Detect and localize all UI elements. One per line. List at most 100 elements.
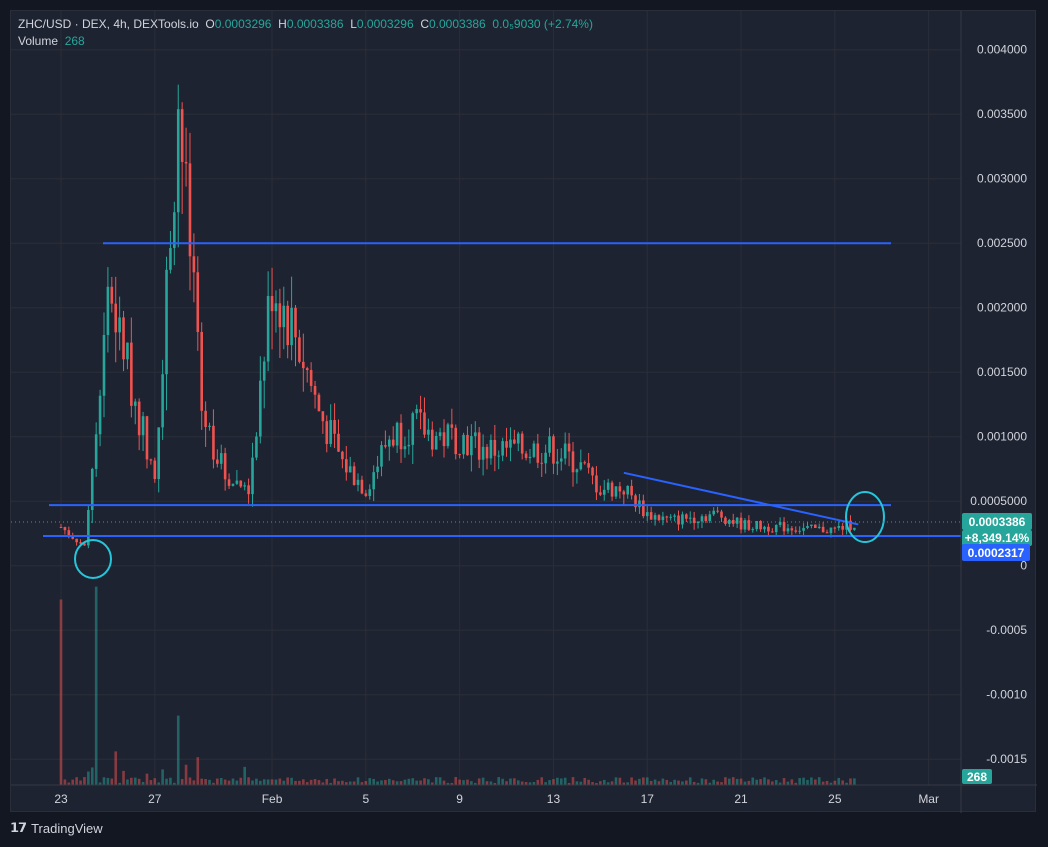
volume-bar <box>282 780 286 785</box>
volume-bar <box>642 777 645 785</box>
volume-bar <box>700 778 704 785</box>
volume-bar <box>751 777 755 785</box>
y-tick-label: 0.001000 <box>977 430 1027 444</box>
candle-body <box>728 520 731 524</box>
candle-body <box>552 436 555 464</box>
close-label: C <box>420 17 429 31</box>
candle-body <box>309 370 313 386</box>
candle-body <box>427 429 430 435</box>
candle-body <box>853 527 856 530</box>
volume-bar <box>778 782 782 785</box>
volume-bar <box>329 782 332 785</box>
volume-bar <box>337 781 340 785</box>
volume-bar <box>798 778 801 785</box>
volume-bar <box>388 778 391 785</box>
y-tick-label: 0.002000 <box>977 301 1027 315</box>
candle-body <box>810 524 813 527</box>
candle-body <box>446 424 450 447</box>
candle-body <box>380 445 383 467</box>
low-value: 0.0003296 <box>356 17 414 31</box>
volume-bar <box>87 771 90 785</box>
candle-body <box>133 401 137 406</box>
candle-body <box>356 479 360 485</box>
x-tick-label: 25 <box>828 792 842 806</box>
candle-body <box>305 368 309 371</box>
candle-body <box>188 163 192 257</box>
volume-bar <box>466 779 469 785</box>
candle-body <box>118 317 121 333</box>
y-tick-label: 0.004000 <box>977 43 1027 57</box>
candle-body <box>470 436 473 456</box>
volume-bar <box>419 780 422 785</box>
volume-bar <box>79 780 82 785</box>
symbol-label[interactable]: ZHC/USD · DEX, 4h, DEXTools.io <box>18 17 199 31</box>
volume-bar <box>552 779 555 785</box>
volume-bar <box>743 781 747 785</box>
volume-bar <box>692 781 696 785</box>
volume-bar <box>501 778 504 785</box>
candle-body <box>391 439 395 446</box>
candle-body <box>352 466 356 485</box>
candle-body <box>157 427 161 480</box>
volume-bar <box>735 778 739 785</box>
candle-body <box>735 517 739 524</box>
volume-bar <box>223 779 227 785</box>
volume-bar <box>802 777 805 785</box>
candle-body <box>239 480 243 487</box>
candle-body <box>759 520 762 530</box>
candle-body <box>149 459 153 461</box>
candle-body <box>165 269 168 375</box>
candle-body <box>407 444 411 447</box>
volume-bar <box>458 779 461 785</box>
tradingview-logo-icon: 𝟭𝟳 <box>10 820 27 835</box>
candle-body <box>536 443 540 463</box>
chart-canvas[interactable]: 0.004000 0.003500 0.003000 0.002500 0.002000… <box>11 11 1037 813</box>
volume-bar <box>94 586 98 785</box>
candle-body <box>216 459 219 464</box>
volume-bar <box>771 781 774 785</box>
volume-bar <box>829 782 833 785</box>
candle-body <box>642 500 645 517</box>
volume-bar <box>704 779 708 785</box>
volume-bar <box>356 777 360 785</box>
volume-bar <box>696 782 700 785</box>
volume-bar <box>837 777 841 785</box>
volume-bar <box>368 778 372 785</box>
open-label: O <box>205 17 215 31</box>
volume-bar <box>200 778 203 785</box>
candle-body <box>673 515 676 517</box>
volume-bar <box>114 751 118 785</box>
candle-body <box>829 527 833 534</box>
volume-bar <box>239 777 243 785</box>
candle-body <box>638 500 641 508</box>
volume-bar <box>118 782 121 785</box>
candle-body <box>657 515 661 521</box>
candle-body <box>720 511 723 518</box>
candle-body <box>79 542 82 544</box>
volume-bar <box>579 781 583 785</box>
volume-bar <box>153 778 157 785</box>
chart-panel[interactable]: 0.004000 0.003500 0.003000 0.002500 0.002000… <box>10 10 1037 813</box>
volume-bar <box>516 780 520 785</box>
candle-body <box>704 516 708 522</box>
volume-bar <box>157 782 161 785</box>
candle-body <box>532 443 536 457</box>
candle-body <box>434 435 438 450</box>
candle-body <box>649 512 653 520</box>
candle-body <box>438 432 442 436</box>
volume-bar <box>395 781 399 785</box>
volume-bar <box>786 781 790 785</box>
candle-body <box>227 479 231 486</box>
candle-body <box>528 456 532 458</box>
volume-bar <box>204 779 207 785</box>
candle-body <box>798 530 801 532</box>
volume-tag <box>962 769 992 784</box>
candle-body <box>337 433 340 452</box>
tradingview-branding[interactable]: 𝟭𝟳 TradingView <box>10 820 103 836</box>
candle-body <box>501 441 504 456</box>
candle-body <box>368 489 372 496</box>
volume-bar <box>141 781 145 785</box>
candle-body <box>384 445 387 447</box>
x-tick-label: 5 <box>363 792 370 806</box>
